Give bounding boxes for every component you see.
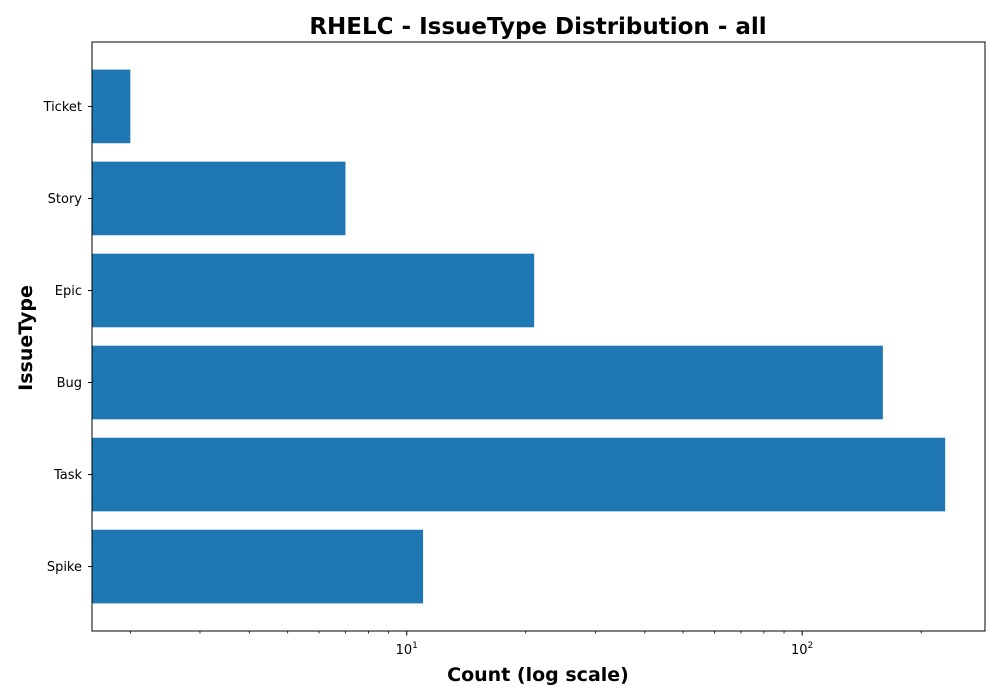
bar-bug	[92, 345, 883, 420]
y-tick-label: Story	[48, 192, 83, 207]
x-axis-label: Count (log scale)	[447, 664, 629, 686]
x-tick-label: 101	[396, 641, 418, 658]
plot-area: Spike Task Bug Epic Story Ticket 101 102	[43, 41, 986, 658]
chart-title: RHELC - IssueType Distribution - all	[309, 14, 766, 40]
bar-ticket	[92, 69, 131, 144]
y-tick-label: Ticket	[43, 100, 82, 115]
y-tick-label: Task	[53, 468, 83, 483]
bar-story	[92, 161, 346, 236]
y-tick-label: Bug	[57, 376, 82, 391]
y-tick-label: Spike	[47, 560, 82, 575]
y-tick-label: Epic	[55, 284, 82, 299]
x-tick-label: 102	[791, 641, 813, 658]
bar-task	[92, 437, 946, 512]
bar-epic	[92, 253, 535, 328]
bar-spike	[92, 529, 424, 604]
y-axis-label: IssueType	[15, 285, 37, 391]
plot-frame	[91, 41, 986, 632]
